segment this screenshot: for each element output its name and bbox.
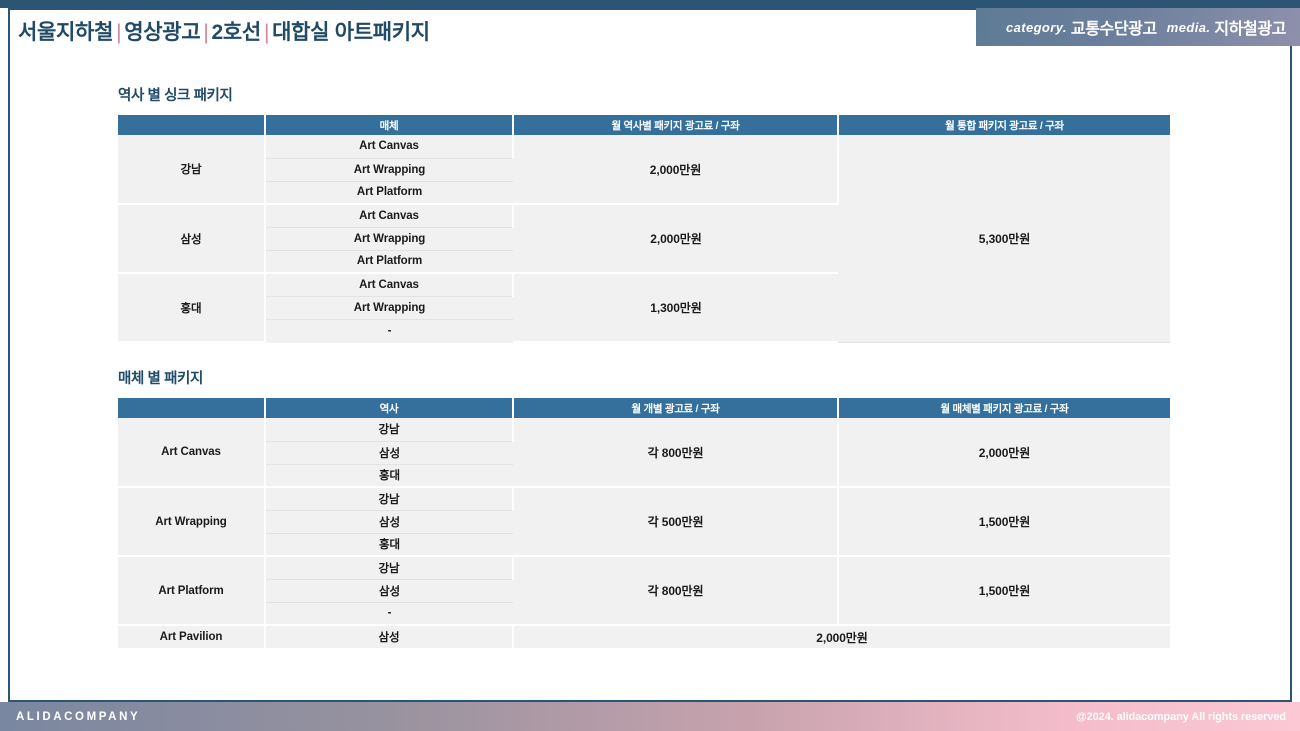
station-name: 강남 (265, 418, 514, 442)
media-name: Art Platform (118, 556, 266, 626)
table-row: 홍대 Art Canvas 1,300만원 (118, 273, 1170, 343)
table-row: Art Wrapping 강남 각 500만원 1,500만원 (118, 487, 1170, 557)
footer-copyright: @2024. alidacompany All rights reserved (1075, 710, 1286, 723)
col-header-individual-fee: 월 개별 광고료 / 구좌 (513, 398, 839, 418)
media-package-price: 2,000만원 (838, 418, 1170, 488)
media-package-table: 역사 월 개별 광고료 / 구좌 월 매체별 패키지 광고료 / 구좌 Art … (118, 398, 1170, 648)
media-name: Art Canvas (265, 135, 514, 159)
table-row: Art Platform 강남 각 800만원 1,500만원 (118, 556, 1170, 626)
station-name: 강남 (118, 135, 266, 205)
col-header-blank (118, 115, 266, 135)
station-package-price: 2,000만원 (513, 204, 838, 274)
media-name: Art Platform (265, 181, 513, 205)
table-row: Art Wrapping (118, 158, 1170, 182)
pavilion-price: 2,000만원 (513, 625, 1170, 648)
table-row: 홍대 (118, 464, 1170, 488)
footer-brand: ALIDACOMPANY (16, 710, 141, 723)
top-accent-band (0, 0, 1300, 8)
table-row: 삼성 (118, 441, 1170, 465)
table-row: Art Canvas 강남 각 800만원 2,000만원 (118, 418, 1170, 488)
station-name: 삼성 (118, 204, 266, 274)
station-name: 삼성 (265, 510, 513, 534)
station-name: 강남 (265, 487, 514, 511)
col-header-station: 역사 (265, 398, 514, 418)
table-row: - (118, 602, 1170, 626)
individual-price: 각 500만원 (513, 487, 839, 557)
table-row: Art Wrapping (118, 227, 1170, 251)
individual-price: 각 800만원 (513, 556, 839, 626)
section-station-sync-package: 역사 별 싱크 패키지 매체 월 역사별 패키지 광고료 / 구좌 월 통합 패… (118, 84, 1170, 343)
station-package-price: 2,000만원 (513, 135, 839, 205)
station-name: 홍대 (265, 533, 513, 557)
total-package-price: 5,300만원 (838, 135, 1170, 343)
col-header-media-package-fee: 월 매체별 패키지 광고료 / 구좌 (838, 398, 1170, 418)
page-footer: ALIDACOMPANY @2024. alidacompany All rig… (0, 702, 1300, 731)
section-title: 매체 별 패키지 (118, 371, 203, 387)
col-header-blank (118, 398, 266, 418)
col-header-station-package-fee: 월 역사별 패키지 광고료 / 구좌 (513, 115, 839, 135)
station-name: 강남 (265, 556, 514, 580)
section-title: 역사 별 싱크 패키지 (118, 88, 233, 104)
media-name: Art Wrapping (265, 296, 513, 320)
station-name: 홍대 (118, 273, 266, 343)
station-name: 홍대 (265, 464, 513, 488)
media-name: Art Wrapping (265, 158, 513, 182)
media-name: Art Canvas (265, 204, 514, 228)
col-header-total-package-fee: 월 통합 패키지 광고료 / 구좌 (838, 115, 1170, 135)
station-name: - (265, 602, 513, 626)
table-row: 삼성 (118, 579, 1170, 603)
station-name: 삼성 (265, 579, 513, 603)
media-name: Art Wrapping (265, 227, 513, 251)
table-row: Art Platform (118, 250, 1170, 274)
table-row: 강남 Art Canvas 2,000만원 5,300만원 (118, 135, 1170, 343)
table-row: - (118, 319, 1170, 342)
station-package-price: 1,300만원 (513, 273, 838, 343)
col-header-media: 매체 (265, 115, 514, 135)
station-name: 삼성 (265, 625, 514, 648)
table-row: Art Pavilion 삼성 2,000만원 (118, 625, 1170, 648)
media-name: - (265, 319, 513, 342)
table-header-row: 역사 월 개별 광고료 / 구좌 월 매체별 패키지 광고료 / 구좌 (118, 398, 1170, 418)
station-package-table: 매체 월 역사별 패키지 광고료 / 구좌 월 통합 패키지 광고료 / 구좌 … (118, 115, 1170, 343)
table-row: Art Wrapping (118, 296, 1170, 320)
table-header-row: 매체 월 역사별 패키지 광고료 / 구좌 월 통합 패키지 광고료 / 구좌 (118, 115, 1170, 135)
media-package-price: 1,500만원 (838, 487, 1170, 557)
media-name: Art Platform (265, 250, 513, 274)
table-row: 홍대 (118, 533, 1170, 557)
media-name: Art Wrapping (118, 487, 266, 557)
media-name: Art Canvas (118, 418, 266, 488)
media-name: Art Canvas (265, 273, 514, 297)
media-package-price: 1,500만원 (838, 556, 1170, 626)
station-name: 삼성 (265, 441, 513, 465)
media-name: Art Pavilion (118, 625, 266, 648)
section-media-package: 매체 별 패키지 역사 월 개별 광고료 / 구좌 월 매체별 패키지 광고료 … (118, 367, 1170, 648)
table-row: 삼성 Art Canvas 2,000만원 (118, 204, 1170, 274)
table-row: 삼성 (118, 510, 1170, 534)
table-row: Art Platform (118, 181, 1170, 205)
individual-price: 각 800만원 (513, 418, 839, 488)
